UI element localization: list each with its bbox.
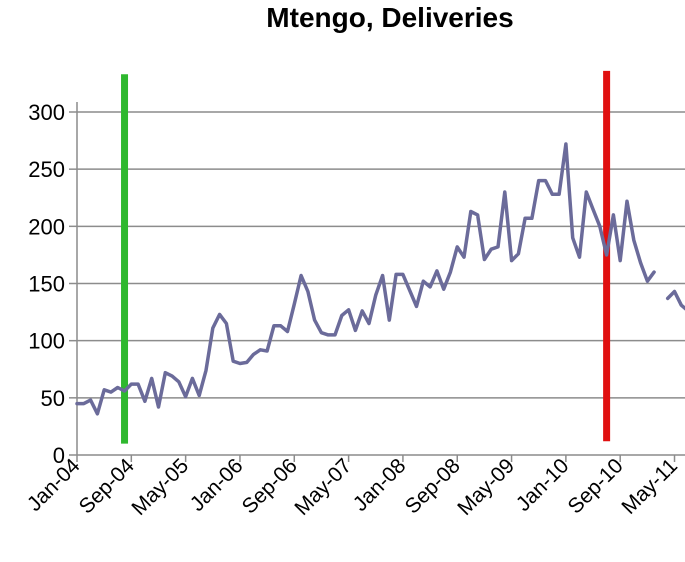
x-tick-labels: Jan-04Sep-04May-05Jan-06Sep-06May-07Jan-… <box>23 454 682 520</box>
x-tick-label-sep-08: Sep-08 <box>401 454 465 518</box>
x-tick-label-sep-10: Sep-10 <box>564 454 628 518</box>
x-tick-label-may-05: May-05 <box>127 454 193 520</box>
x-tick-label-jan-08: Jan-08 <box>349 454 411 516</box>
x-tick-label-jan-10: Jan-10 <box>512 454 574 516</box>
series-line-0-segment-0 <box>75 142 656 416</box>
x-tick-label-may-09: May-09 <box>453 454 519 520</box>
y-tick-labels: 0 50 100 150 200 250 300 <box>28 100 65 468</box>
chart-title: Mtengo, Deliveries <box>266 2 514 33</box>
y-tick-label-300: 300 <box>28 100 65 125</box>
x-tick-label-jan-06: Jan-06 <box>186 454 248 516</box>
axes <box>76 102 685 462</box>
x-tick-label-sep-06: Sep-06 <box>238 454 302 518</box>
y-tick-label-100: 100 <box>28 329 65 354</box>
x-tick-label-may-11: May-11 <box>617 454 682 519</box>
x-tick-label-may-07: May-07 <box>290 454 356 520</box>
series-line-0-segment-1 <box>665 289 685 311</box>
grid-lines <box>69 111 685 456</box>
y-tick-label-250: 250 <box>28 157 65 182</box>
x-tick-label-sep-04: Sep-04 <box>75 454 139 518</box>
y-tick-label-50: 50 <box>41 386 65 411</box>
series-lines <box>75 142 685 416</box>
y-tick-label-200: 200 <box>28 214 65 239</box>
y-tick-label-0: 0 <box>53 443 65 468</box>
y-tick-label-150: 150 <box>28 272 65 297</box>
